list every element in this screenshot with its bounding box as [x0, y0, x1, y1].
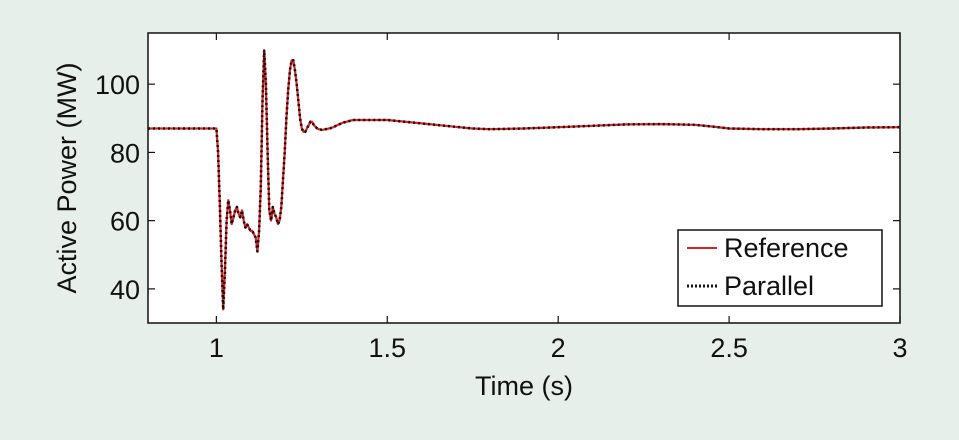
x-tick-label: 2.5: [710, 333, 748, 363]
y-tick-label: 60: [110, 207, 140, 237]
legend-box: [677, 229, 883, 307]
y-tick-label: 40: [110, 275, 140, 305]
series-line-reference: [148, 48, 900, 311]
x-tick-label: 3: [892, 333, 907, 363]
y-axis: 40 60 80 100: [95, 70, 900, 305]
legend-entry-reference: Reference: [724, 233, 849, 263]
x-axis-label: Time (s): [475, 371, 573, 401]
series-layer: [148, 48, 900, 311]
y-tick-label: 80: [110, 138, 140, 168]
x-axis: 1 1.5 2 2.5 3: [209, 33, 908, 363]
y-axis-label: Active Power (MW): [52, 62, 82, 293]
x-tick-label: 2: [551, 333, 566, 363]
x-tick-label: 1: [209, 333, 224, 363]
legend-entry-parallel: Parallel: [724, 271, 814, 301]
legend: Reference Parallel: [677, 229, 883, 307]
y-tick-label: 100: [95, 70, 140, 100]
x-tick-label: 1.5: [368, 333, 406, 363]
